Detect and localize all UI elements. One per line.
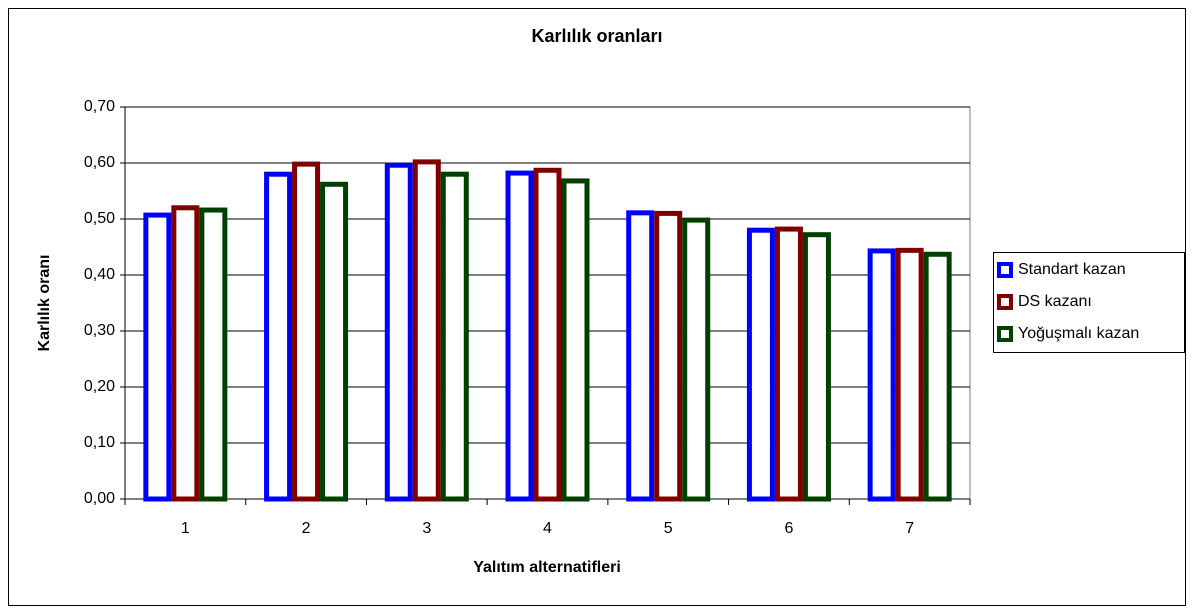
x-tick-label: 2 <box>302 520 311 537</box>
bar <box>895 247 924 502</box>
y-tick-label: 0,60 <box>84 154 115 171</box>
bar <box>143 212 172 502</box>
x-tick-label: 1 <box>181 520 190 537</box>
legend-label: Yoğuşmalı kazan <box>1018 325 1139 342</box>
bar <box>802 232 831 502</box>
bar <box>384 162 413 502</box>
x-axis-title: Yalıtım alternatifleri <box>473 559 621 576</box>
bar <box>412 159 441 502</box>
bar <box>867 248 896 502</box>
legend-swatch <box>997 262 1013 278</box>
legend-label: DS kazanı <box>1018 293 1092 310</box>
y-tick-label: 0,40 <box>84 266 115 283</box>
legend-swatch <box>997 294 1013 310</box>
y-tick-label: 0,10 <box>84 434 115 451</box>
bar <box>774 226 803 502</box>
bar <box>264 171 293 502</box>
x-tick-label: 3 <box>422 520 431 537</box>
legend-box <box>993 252 1185 353</box>
bar <box>505 170 534 502</box>
chart-title: Karlılık oranları <box>531 26 662 46</box>
bar <box>533 167 562 502</box>
y-tick-label: 0,20 <box>84 378 115 395</box>
y-tick-label: 0,30 <box>84 322 115 339</box>
bar <box>440 171 469 502</box>
y-tick-label: 0,50 <box>84 210 115 227</box>
bar <box>682 217 711 502</box>
y-tick-label: 0,00 <box>84 490 115 507</box>
bar <box>626 210 655 502</box>
legend-swatch <box>997 326 1013 342</box>
legend-label: Standart kazan <box>1018 261 1126 278</box>
bar <box>923 251 952 502</box>
bar <box>171 205 200 502</box>
x-tick-label: 6 <box>784 520 793 537</box>
x-tick-label: 4 <box>543 520 552 537</box>
y-axis-title: Karlılık oranı <box>36 255 53 352</box>
x-tick-label: 5 <box>664 520 673 537</box>
bar <box>746 227 775 502</box>
bar <box>292 161 321 502</box>
bar <box>561 178 590 502</box>
bar <box>654 210 683 502</box>
bar <box>320 181 349 502</box>
bar <box>199 207 228 502</box>
x-tick-label: 7 <box>905 520 914 537</box>
y-tick-label: 0,70 <box>84 98 115 115</box>
